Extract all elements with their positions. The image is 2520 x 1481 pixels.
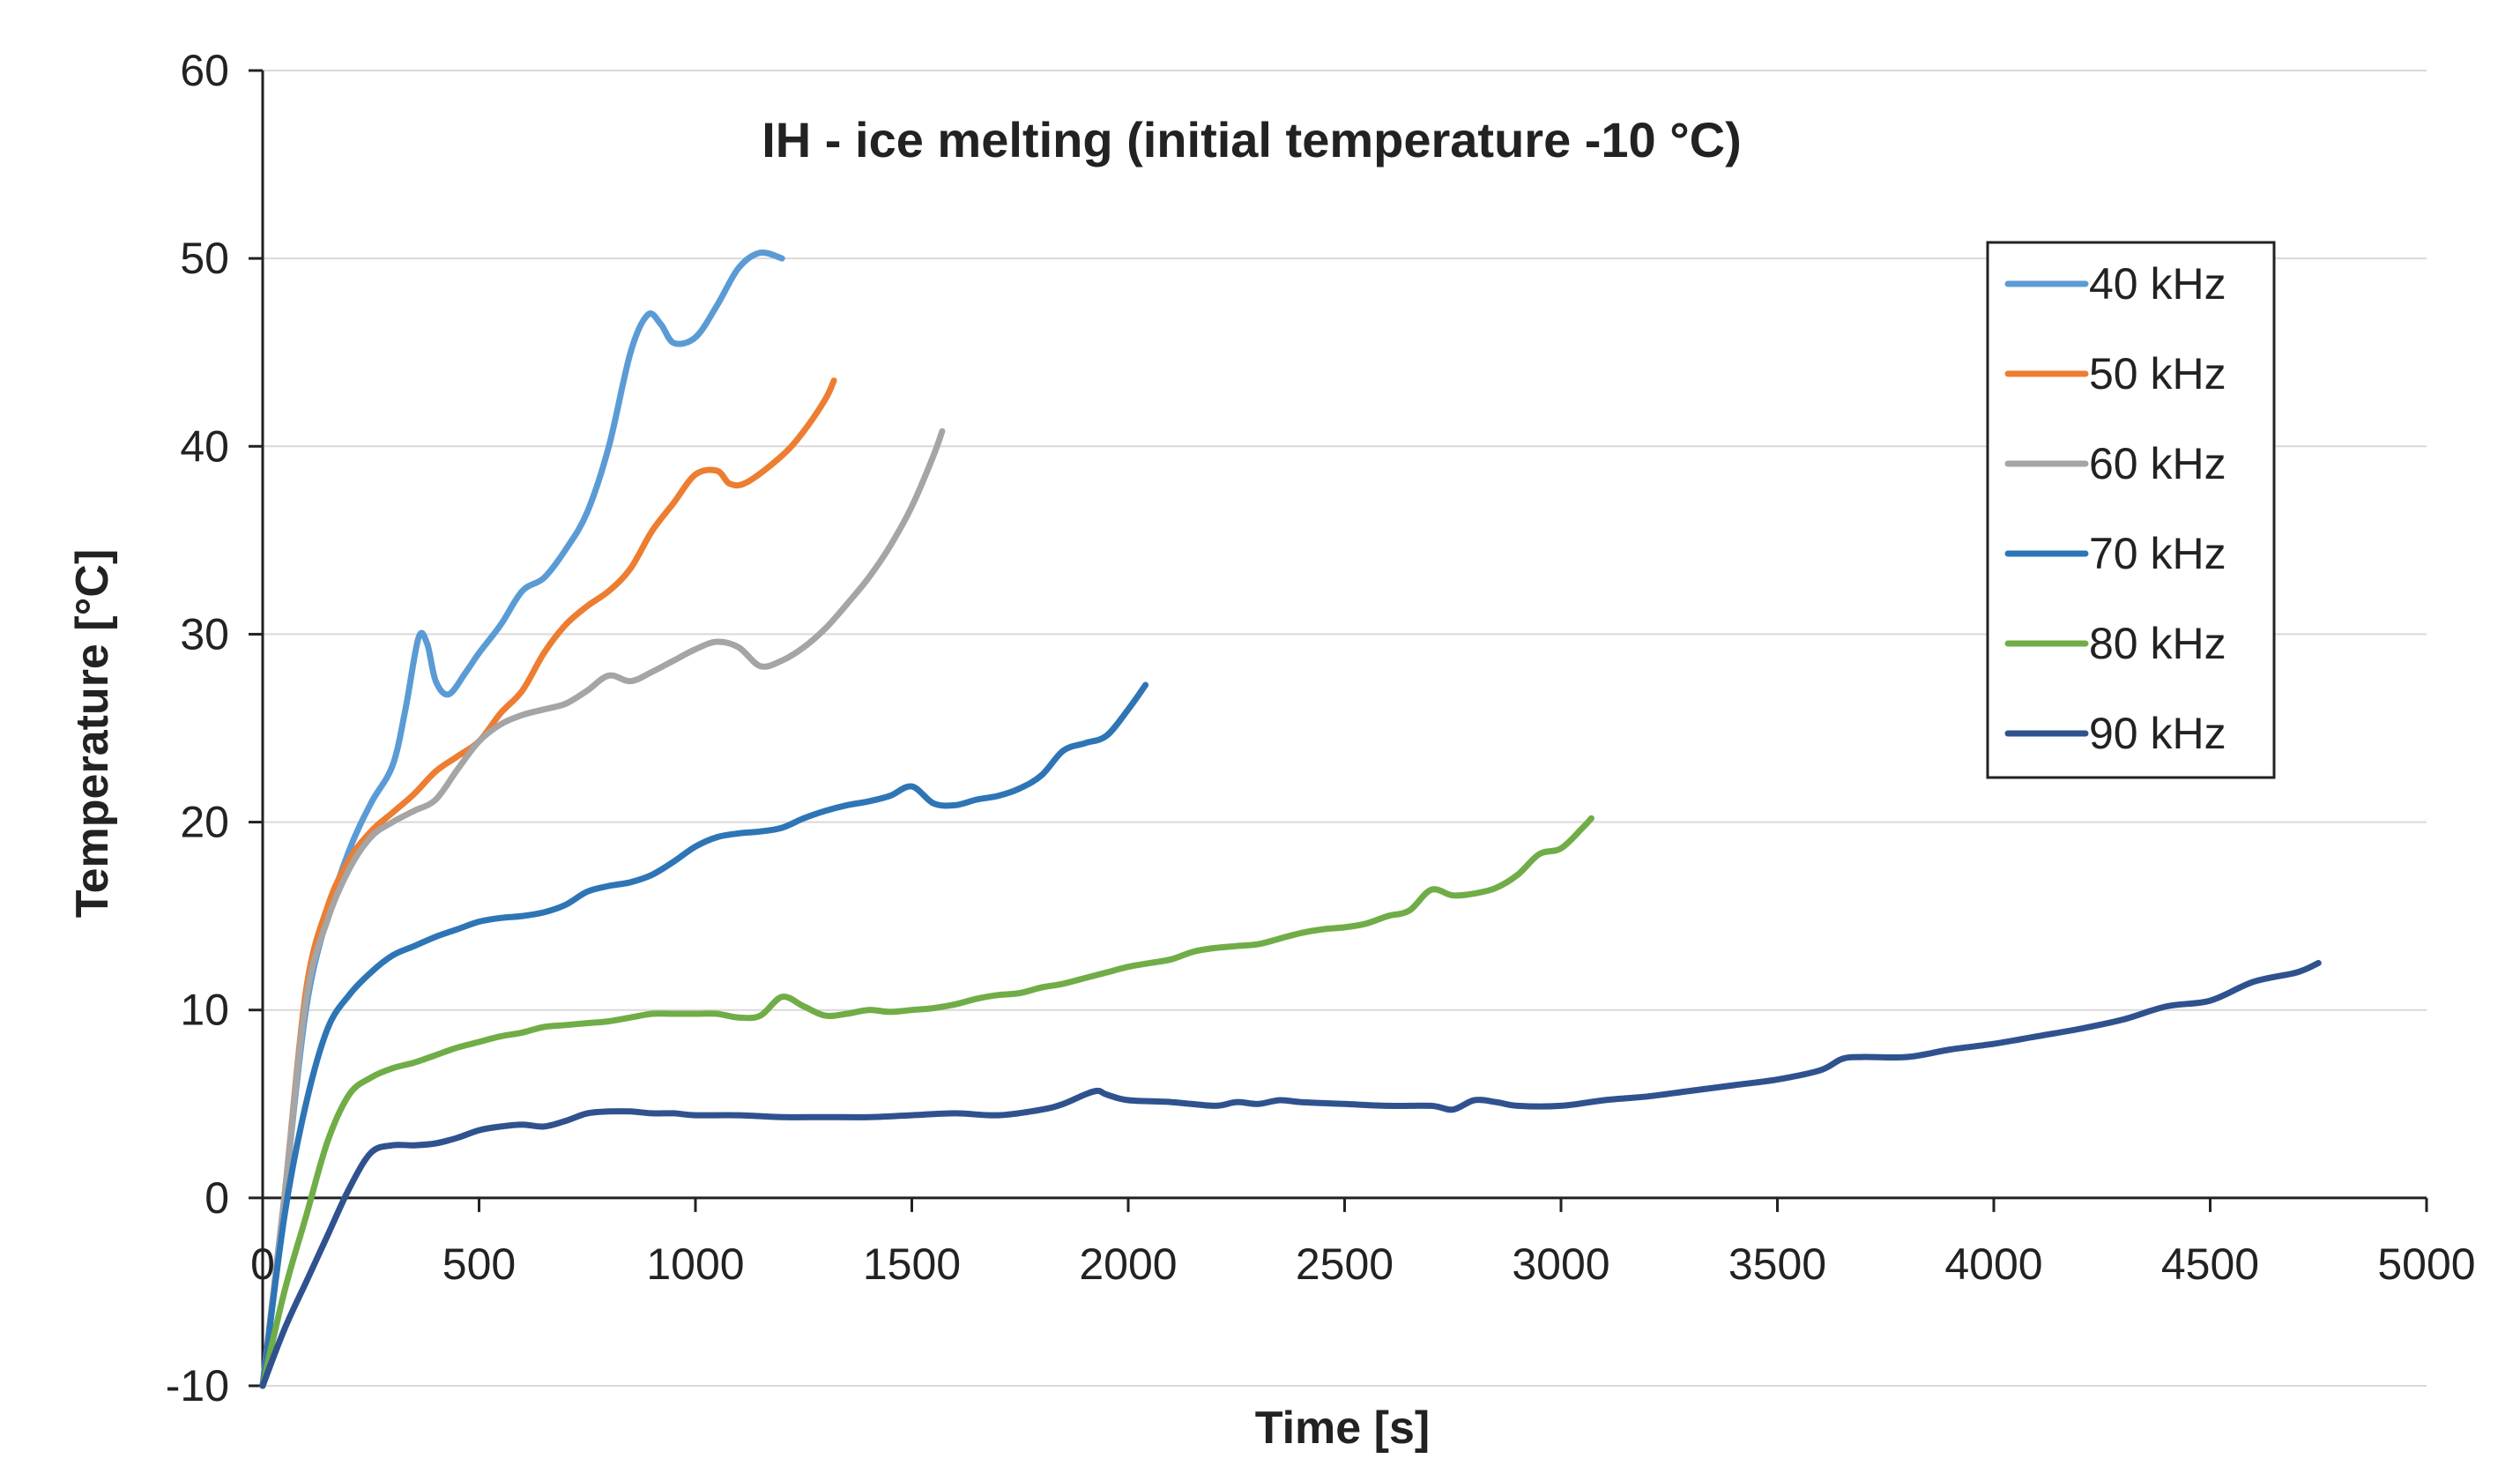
x-tick-label: 4000 [1944,1239,2042,1289]
x-tick-label: 500 [442,1239,516,1289]
x-tick-label: 1500 [863,1239,961,1289]
series-line-60-khz [259,428,946,1389]
y-tick-label: 20 [180,798,229,847]
x-tick-label: 5000 [2377,1239,2475,1289]
x-tick-label: 1000 [646,1239,744,1289]
y-tick-label: 30 [180,609,229,659]
legend-label-70-khz: 70 kHz [2089,529,2226,578]
y-tick-label: 10 [180,986,229,1035]
y-tick-label: 60 [180,46,229,95]
x-tick-label: 3500 [1728,1239,1826,1289]
x-tick-label: 0 [250,1239,275,1289]
axes [249,69,2428,1388]
series-line-80-khz [259,815,1595,1389]
y-tick-label: 50 [180,234,229,283]
y-tick-label: 0 [204,1173,229,1223]
legend-box [1986,241,2276,779]
x-tick-label: 2500 [1296,1239,1394,1289]
series-lines [259,249,2322,1389]
series-line-40-khz [259,249,785,1389]
y-tick-labels: -10 0 10 20 30 40 50 60 [166,46,229,1410]
x-tick-label: 2000 [1079,1239,1177,1289]
legend-label-60-khz: 60 kHz [2089,439,2226,488]
legend-label-80-khz: 80 kHz [2089,619,2226,668]
legend-label-40-khz: 40 kHz [2089,259,2226,309]
y-axis-title: Temperature [°C] [67,549,118,919]
y-tick-label: -10 [166,1361,229,1410]
series-line-50-khz [259,377,837,1389]
y-tick-label: 40 [180,421,229,471]
legend: 40 kHz 50 kHz 60 kHz 70 kHz 80 kHz 90 kHz [1986,241,2276,779]
series-line-70-khz [259,681,1149,1389]
legend-label-50-khz: 50 kHz [2089,349,2226,398]
legend-label-90-khz: 90 kHz [2089,709,2226,758]
x-tick-label: 3000 [1512,1239,1609,1289]
x-axis-title: Time [s] [1255,1403,1430,1454]
x-tick-label: 4500 [2161,1239,2259,1289]
series-line-90-khz [259,959,2322,1389]
x-tick-labels: 0 500 1000 1500 2000 2500 3000 3500 4000 4500 5000 [250,1239,2476,1289]
chart-title: IH - ice melting (initial temperature -1… [762,112,1742,167]
